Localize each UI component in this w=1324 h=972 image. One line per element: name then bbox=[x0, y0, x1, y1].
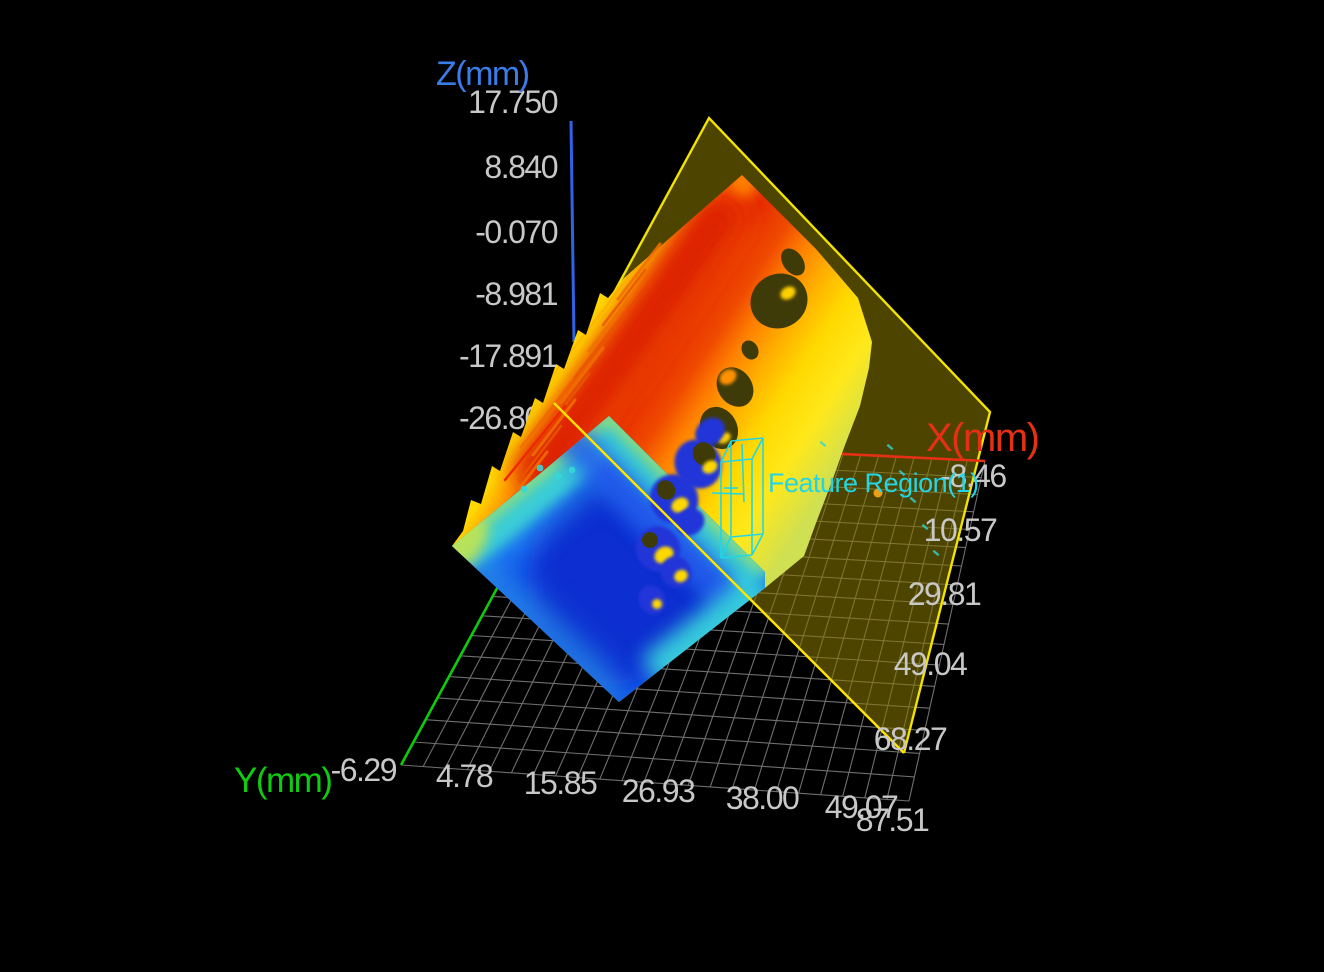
svg-text:Z(mm): Z(mm) bbox=[436, 55, 529, 93]
svg-text:15.85: 15.85 bbox=[524, 765, 597, 801]
svg-text:-6.29: -6.29 bbox=[331, 752, 397, 788]
svg-text:17.750: 17.750 bbox=[468, 84, 558, 120]
svg-text:Y(mm): Y(mm) bbox=[234, 761, 331, 800]
svg-text:-8.981: -8.981 bbox=[475, 276, 557, 312]
svg-text:X(mm): X(mm) bbox=[926, 416, 1038, 460]
svg-text:68.27: 68.27 bbox=[874, 721, 947, 757]
svg-text:-0.070: -0.070 bbox=[475, 214, 557, 250]
svg-text:8.840: 8.840 bbox=[484, 149, 557, 185]
svg-text:49.07: 49.07 bbox=[825, 789, 898, 825]
svg-text:87.51: 87.51 bbox=[856, 802, 929, 838]
svg-text:-17.891: -17.891 bbox=[459, 338, 558, 374]
svg-text:4.78: 4.78 bbox=[436, 758, 493, 794]
svg-text:29.81: 29.81 bbox=[908, 576, 981, 612]
svg-text:10.57: 10.57 bbox=[924, 512, 997, 548]
svg-text:26.93: 26.93 bbox=[622, 773, 695, 809]
svg-text:38.00: 38.00 bbox=[726, 780, 799, 816]
svg-text:-8.46: -8.46 bbox=[940, 458, 1006, 494]
svg-text:Feature Region(1): Feature Region(1) bbox=[768, 468, 979, 498]
svg-text:49.04: 49.04 bbox=[894, 646, 967, 682]
